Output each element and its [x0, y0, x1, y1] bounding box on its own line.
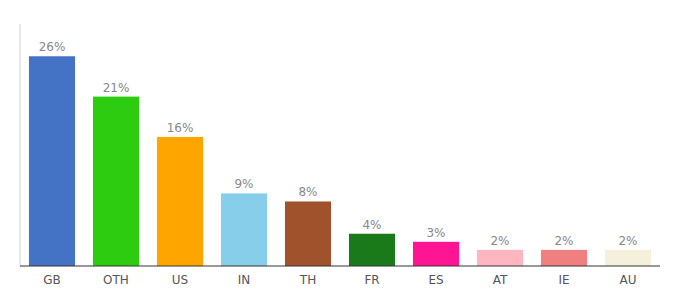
- data-label: 9%: [234, 177, 253, 191]
- data-label: 2%: [490, 234, 509, 248]
- bar: [285, 201, 331, 266]
- data-label: 21%: [103, 81, 130, 95]
- x-tick-label: IN: [238, 273, 251, 287]
- x-tick-label: IE: [558, 273, 569, 287]
- bar: [413, 242, 459, 266]
- data-label: 16%: [167, 121, 194, 135]
- bar: [477, 250, 523, 266]
- chart-container: 26% 21% 16% 9% 8% 4% 3% 2% 2% 2% GB OTH US IN TH FR ES AT…: [0, 0, 680, 300]
- data-label: 26%: [39, 40, 66, 54]
- x-tick-label: TH: [299, 273, 316, 287]
- data-label: 8%: [298, 185, 317, 199]
- y-axis: [20, 24, 21, 266]
- data-label: 2%: [618, 234, 637, 248]
- data-label: 4%: [362, 218, 381, 232]
- x-tick-label: AU: [620, 273, 637, 287]
- bar: [93, 97, 139, 266]
- bars: [29, 56, 651, 266]
- bar: [221, 193, 267, 266]
- x-tick-label: ES: [428, 273, 443, 287]
- bar: [29, 56, 75, 266]
- x-tick-label: FR: [364, 273, 379, 287]
- chart: 26% 21% 16% 9% 8% 4% 3% 2% 2% 2% GB OTH US IN TH FR ES AT…: [0, 0, 680, 300]
- bar: [157, 137, 203, 266]
- data-label: 2%: [554, 234, 573, 248]
- bar: [541, 250, 587, 266]
- x-axis: [20, 266, 660, 267]
- x-tick-label: OTH: [103, 273, 129, 287]
- x-tick-label: US: [172, 273, 188, 287]
- data-label: 3%: [426, 226, 445, 240]
- x-tick-label: AT: [493, 273, 508, 287]
- bar: [605, 250, 651, 266]
- x-tick-label: GB: [43, 273, 61, 287]
- bar: [349, 234, 395, 266]
